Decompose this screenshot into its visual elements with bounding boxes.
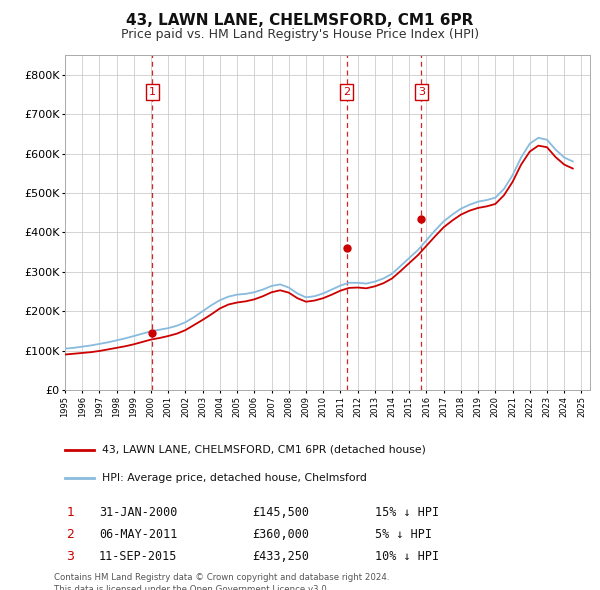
- Text: £145,500: £145,500: [252, 506, 309, 519]
- Text: 1: 1: [149, 87, 156, 97]
- Text: 3: 3: [418, 87, 425, 97]
- Text: 43, LAWN LANE, CHELMSFORD, CM1 6PR: 43, LAWN LANE, CHELMSFORD, CM1 6PR: [127, 13, 473, 28]
- Text: 5% ↓ HPI: 5% ↓ HPI: [375, 527, 432, 540]
- Text: 2: 2: [343, 87, 350, 97]
- Text: HPI: Average price, detached house, Chelmsford: HPI: Average price, detached house, Chel…: [101, 473, 367, 483]
- Text: 31-JAN-2000: 31-JAN-2000: [99, 506, 178, 519]
- Text: 15% ↓ HPI: 15% ↓ HPI: [375, 506, 439, 519]
- Text: 3: 3: [67, 550, 74, 563]
- Text: £433,250: £433,250: [252, 550, 309, 563]
- Text: 10% ↓ HPI: 10% ↓ HPI: [375, 550, 439, 563]
- Text: 43, LAWN LANE, CHELMSFORD, CM1 6PR (detached house): 43, LAWN LANE, CHELMSFORD, CM1 6PR (deta…: [101, 444, 425, 454]
- Text: £360,000: £360,000: [252, 527, 309, 540]
- Text: 2: 2: [67, 527, 74, 540]
- Text: 11-SEP-2015: 11-SEP-2015: [99, 550, 178, 563]
- Text: Contains HM Land Registry data © Crown copyright and database right 2024.
This d: Contains HM Land Registry data © Crown c…: [54, 573, 389, 590]
- Text: 1: 1: [67, 506, 74, 519]
- Text: 06-MAY-2011: 06-MAY-2011: [99, 527, 178, 540]
- Text: Price paid vs. HM Land Registry's House Price Index (HPI): Price paid vs. HM Land Registry's House …: [121, 28, 479, 41]
